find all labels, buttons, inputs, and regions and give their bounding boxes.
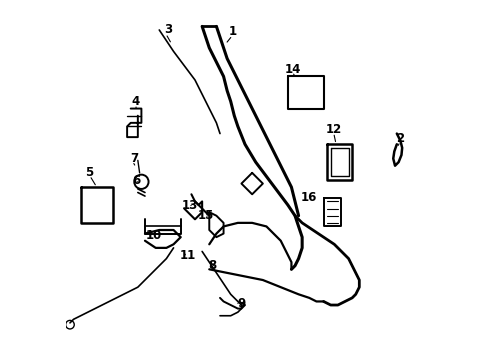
Text: 13: 13 bbox=[181, 198, 198, 212]
Text: 9: 9 bbox=[237, 297, 245, 310]
Text: 7: 7 bbox=[130, 152, 138, 165]
Text: 11: 11 bbox=[180, 248, 196, 261]
Text: 1: 1 bbox=[228, 25, 237, 38]
Text: 3: 3 bbox=[164, 23, 172, 36]
Text: 16: 16 bbox=[301, 192, 318, 204]
Text: 15: 15 bbox=[197, 209, 214, 222]
Text: 2: 2 bbox=[396, 132, 404, 145]
Text: 12: 12 bbox=[326, 123, 343, 136]
Text: 14: 14 bbox=[285, 63, 301, 76]
Text: 10: 10 bbox=[146, 229, 162, 242]
Text: 8: 8 bbox=[209, 259, 217, 272]
Text: 4: 4 bbox=[132, 95, 140, 108]
Text: 6: 6 bbox=[132, 174, 140, 186]
Text: 5: 5 bbox=[85, 166, 94, 179]
